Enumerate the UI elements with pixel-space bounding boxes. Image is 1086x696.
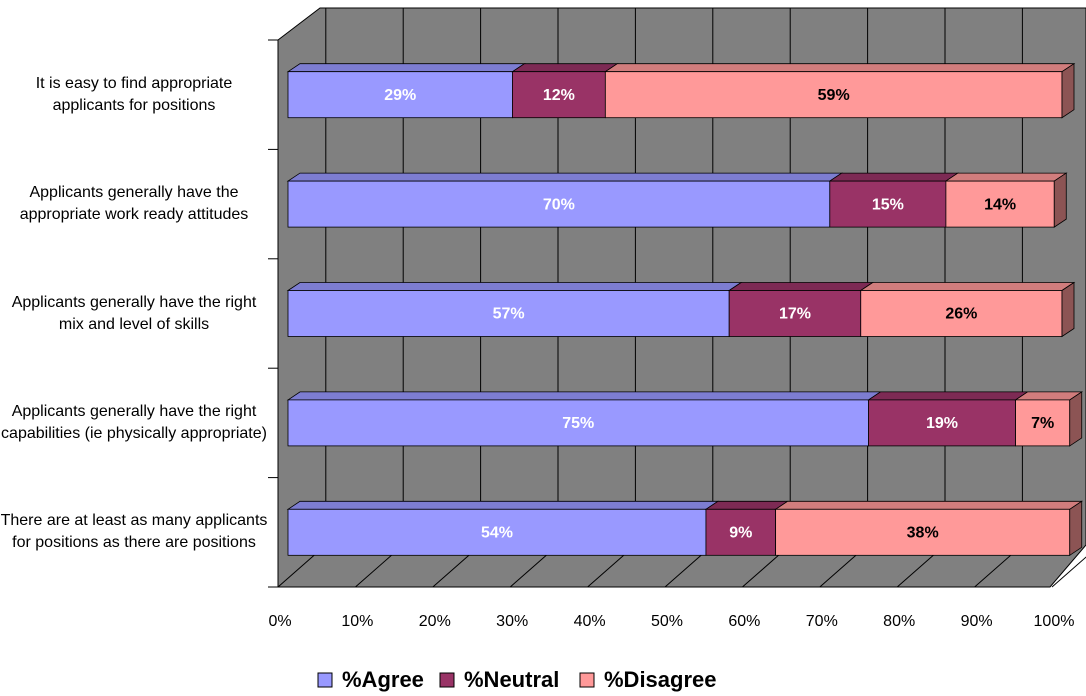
bar-top — [944, 172, 1068, 182]
value-label: 7% — [1031, 415, 1054, 432]
bar — [287, 290, 730, 337]
y-tick-label: It is easy to find appropriate applicant… — [35, 74, 233, 114]
bar — [287, 180, 831, 228]
value-label: 26% — [945, 306, 977, 323]
bar-side — [1061, 281, 1075, 338]
value-label: 14% — [984, 196, 1016, 213]
x-tick-label: 100% — [1034, 613, 1075, 630]
bar-side — [1069, 500, 1083, 557]
bar-side — [1061, 62, 1075, 119]
value-label: 9% — [729, 525, 752, 542]
x-tick-label: 50% — [651, 613, 683, 630]
x-tick-label: 20% — [419, 613, 451, 630]
bar-top — [511, 63, 619, 73]
x-tick-label: 90% — [961, 613, 993, 630]
legend-swatch — [579, 672, 595, 688]
legend-label: %Disagree — [604, 667, 717, 692]
value-label: 75% — [562, 415, 594, 432]
x-tick-label: 80% — [883, 613, 915, 630]
x-tick-label: 30% — [496, 613, 528, 630]
value-label: 38% — [907, 525, 939, 542]
bar-top — [867, 391, 1029, 401]
x-tick-label: 70% — [806, 613, 838, 630]
bar-side — [1069, 391, 1083, 447]
bar-top — [604, 63, 1076, 73]
y-tick-label: There are at least as many applicants fo… — [0, 512, 268, 552]
bar — [829, 180, 947, 228]
x-tick-label: 60% — [728, 613, 760, 630]
bar-top — [727, 282, 875, 291]
y-tick-label: Applicants generally have the appropriat… — [19, 184, 249, 224]
legend-label: %Agree — [342, 667, 424, 692]
bar-top — [828, 172, 960, 182]
legend-label: %Neutral — [464, 667, 559, 692]
bar — [868, 399, 1016, 447]
floor-grid-line — [1051, 556, 1086, 588]
bar — [287, 399, 869, 447]
value-label: 70% — [543, 196, 575, 213]
x-tick-label: 10% — [341, 613, 373, 630]
bar — [945, 180, 1055, 228]
bar-top — [774, 500, 1084, 510]
bar-side — [1053, 172, 1067, 228]
value-label: 57% — [493, 306, 525, 323]
value-label: 17% — [779, 306, 811, 323]
value-label: 12% — [543, 87, 575, 104]
value-label: 59% — [818, 87, 850, 104]
bar-top — [286, 500, 720, 510]
bar-top — [286, 391, 882, 401]
bar — [287, 71, 513, 119]
legend-swatch — [439, 672, 455, 688]
bar — [604, 71, 1063, 119]
legend-swatch — [317, 672, 333, 688]
y-tick-label: Applicants generally have the right mix … — [11, 293, 257, 333]
bar-top — [704, 500, 789, 510]
value-label: 54% — [481, 525, 513, 542]
bar — [728, 290, 862, 337]
bar-top — [286, 63, 526, 73]
bar-top — [859, 282, 1076, 291]
x-tick-label: 40% — [574, 613, 606, 630]
bar — [705, 508, 777, 556]
bar-top — [286, 282, 743, 291]
bar — [1015, 399, 1071, 447]
value-label: 29% — [384, 87, 416, 104]
bar — [860, 290, 1063, 337]
bar — [287, 508, 707, 556]
value-label: 19% — [926, 415, 958, 432]
x-tick-label: 0% — [268, 613, 291, 630]
y-tick-label: Applicants generally have the right capa… — [1, 402, 267, 442]
bar-top — [286, 172, 844, 182]
value-label: 15% — [872, 196, 904, 213]
